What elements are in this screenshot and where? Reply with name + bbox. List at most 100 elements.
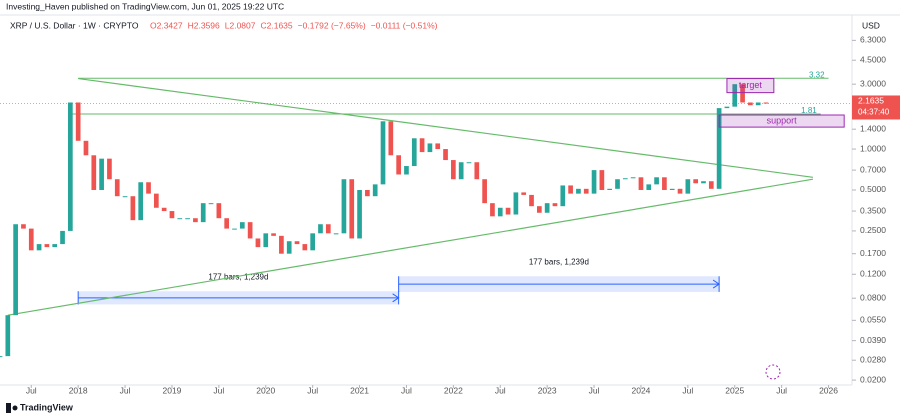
candle [529, 194, 534, 207]
ohlc-value: L2.0807 [225, 20, 256, 30]
range-label-box [200, 270, 277, 285]
candle [75, 102, 81, 141]
candle [380, 121, 386, 185]
candle [521, 192, 527, 195]
candle [13, 224, 18, 316]
ohlc-value: O2.3427 [150, 20, 183, 30]
candle [396, 155, 401, 175]
x-tick-label: Jul [26, 385, 37, 395]
candle [404, 166, 409, 175]
x-tick-label: 2024 [631, 385, 650, 395]
candle [591, 170, 597, 194]
candle [153, 193, 159, 208]
range-arrowhead [712, 279, 721, 289]
candle [513, 192, 519, 215]
candle [763, 102, 769, 104]
candle [216, 203, 222, 219]
candle [701, 181, 706, 184]
x-tick-label: Jul [213, 385, 224, 395]
candle [372, 184, 378, 197]
candle [693, 179, 699, 184]
publisher: Investing_Haven published on TradingView… [6, 1, 284, 11]
candle [83, 140, 89, 156]
y-tick-label: 0.0280 [860, 354, 886, 364]
candle [161, 207, 167, 212]
range-arrowhead [392, 293, 400, 303]
y-tick-label: 1.0000 [860, 143, 886, 153]
brand: TradingView [20, 402, 74, 412]
trendline [7, 178, 814, 316]
ohlc-value: −0.1792 (−7.65%) [298, 20, 366, 30]
candle [28, 228, 34, 251]
candle [224, 218, 230, 229]
y-tick-label: 0.0390 [860, 335, 886, 345]
level-label: 1.81 [801, 106, 817, 115]
candle [200, 203, 206, 223]
y-tick-label: 1.4000 [860, 123, 886, 133]
candle [5, 315, 11, 357]
candle [466, 162, 472, 164]
candle [669, 188, 675, 190]
y-tick-label: 0.0200 [860, 374, 886, 384]
candle [52, 244, 58, 248]
x-tick-label: Jul [776, 385, 787, 395]
candle [177, 218, 183, 220]
candle [68, 102, 73, 231]
candle [130, 196, 136, 221]
candle [654, 177, 659, 185]
candle [44, 244, 50, 248]
zone-label: target [739, 80, 763, 90]
candle [91, 155, 97, 190]
x-tick-label: Jul [307, 385, 318, 395]
candle [458, 162, 464, 180]
y-tick-label: 6.3000 [860, 35, 886, 45]
y-tick-label: 0.2500 [860, 225, 886, 235]
candle [411, 138, 417, 167]
candle [247, 222, 253, 239]
x-tick-label: Jul [401, 385, 412, 395]
y-tick-label: 0.0800 [860, 292, 886, 302]
price-tag-value: 2.1635 [858, 96, 884, 106]
candle [685, 179, 691, 194]
candle [239, 222, 245, 229]
y-tick-label: 0.1700 [860, 248, 886, 258]
candle [302, 244, 308, 251]
zone [718, 114, 845, 128]
x-tick-label: 2025 [725, 385, 744, 395]
x-tick-label: 2021 [350, 385, 369, 395]
candle [60, 230, 65, 245]
y-tick-label: 0.1200 [860, 269, 886, 279]
price-tag [852, 95, 900, 120]
candle [482, 179, 487, 204]
candle [122, 196, 128, 198]
y-tick-label: 0.7000 [860, 164, 886, 174]
candle [138, 182, 144, 221]
candle [169, 211, 175, 219]
candle [99, 158, 104, 190]
y-tick-label: 3.0000 [860, 78, 886, 88]
icon [765, 364, 781, 380]
candle [474, 162, 480, 180]
candle [279, 235, 284, 254]
x-tick-label: Jul [120, 385, 131, 395]
zone-label: support [767, 115, 798, 125]
candle [193, 218, 198, 223]
candle [740, 84, 745, 103]
y-tick-label: 4.5000 [860, 54, 886, 64]
candle [357, 189, 362, 239]
candle [232, 228, 237, 230]
candle [536, 206, 542, 213]
y-tick-label: 0.3500 [860, 205, 886, 215]
candle [646, 184, 652, 190]
candle [114, 179, 120, 197]
candle [662, 177, 667, 190]
candle [263, 233, 269, 248]
candle [568, 185, 573, 194]
candle [638, 177, 644, 190]
range-label-box [520, 255, 597, 270]
candle [615, 179, 620, 189]
candle [208, 203, 214, 205]
candle [388, 121, 394, 156]
candle [185, 218, 190, 220]
